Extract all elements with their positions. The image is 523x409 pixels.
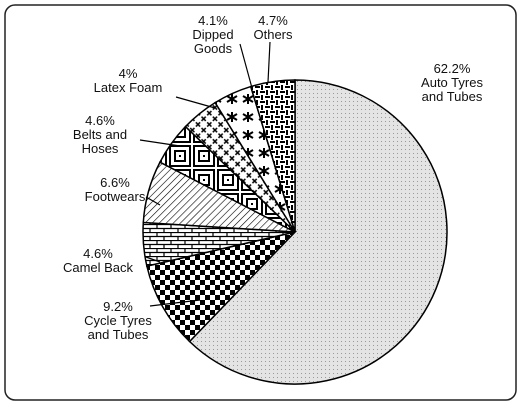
- category-label: Latex Foam: [93, 80, 163, 95]
- slice-label: 4.1% Dipped Goods: [192, 14, 233, 56]
- slice-label: 6.6% Footwears: [85, 176, 146, 204]
- category-label: Auto Tyres and Tubes: [421, 75, 483, 104]
- category-label: Camel Back: [62, 260, 134, 275]
- leader-line: [175, 96, 216, 109]
- category-label: Others: [253, 27, 293, 42]
- leader-line: [139, 139, 181, 147]
- pie-slice: [249, 79, 296, 233]
- value-label: 6.6%: [100, 175, 130, 190]
- frame: [4, 4, 517, 401]
- value-label: 4%: [118, 66, 138, 81]
- slice-label: 4.6% Camel Back: [63, 247, 133, 275]
- slice-label: 62.2% Auto Tyres and Tubes: [421, 62, 483, 104]
- category-label: Belts and Hoses: [72, 127, 128, 156]
- value-label: 4.6%: [83, 246, 113, 261]
- slice-label: 4.6% Belts and Hoses: [73, 114, 127, 156]
- leader-line: [145, 256, 161, 263]
- value-label: 4.1%: [198, 13, 228, 28]
- value-label: 4.6%: [85, 113, 115, 128]
- pie-slice: [145, 230, 298, 343]
- leader-line: [239, 43, 253, 89]
- value-label: 9.2%: [103, 299, 133, 314]
- slice-label: 4% Latex Foam: [94, 67, 163, 95]
- leader-line: [267, 41, 271, 83]
- value-label: 62.2%: [433, 61, 471, 76]
- value-label: 4.7%: [258, 13, 288, 28]
- slice-label: 4.7% Others: [253, 14, 292, 42]
- slice-label: 9.2% Cycle Tyres and Tubes: [84, 300, 152, 342]
- category-label: Cycle Tyres and Tubes: [84, 313, 152, 342]
- category-label: Dipped Goods: [192, 27, 234, 56]
- category-label: Footwears: [84, 189, 146, 204]
- pie-slice: [188, 79, 448, 385]
- leader-line: [145, 196, 161, 206]
- leader-line: [149, 299, 201, 307]
